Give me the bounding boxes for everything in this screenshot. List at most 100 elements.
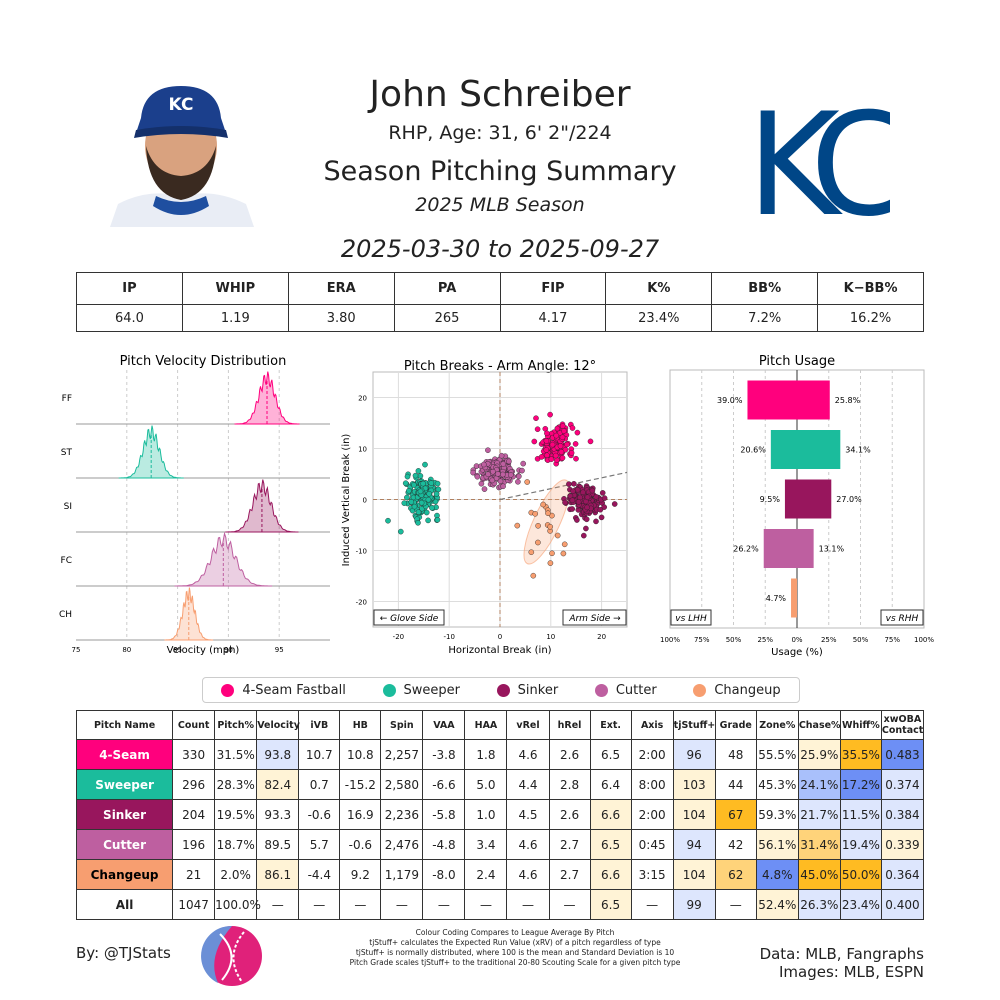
break-point-ST <box>404 473 411 480</box>
pitch-table-cell: 4.4 <box>506 769 550 800</box>
break-point-FC <box>500 483 506 490</box>
breaks-y-tick: 0 <box>363 497 367 505</box>
pitch-table-cell: 204 <box>172 799 216 830</box>
tjstats-logo <box>201 925 262 986</box>
break-point-ST <box>417 488 424 495</box>
pitch-table-cell: 2.6 <box>548 799 591 830</box>
pitch-table-header: tjStuff+ <box>672 710 716 740</box>
usage-label-lhh: 39.0% <box>717 396 743 405</box>
pitch-name-cell: 4-Seam <box>75 739 174 770</box>
breaks-y-tick: 20 <box>358 395 367 403</box>
legend-label: Sweeper <box>403 682 461 698</box>
images-source: Images: MLB, ESPN <box>778 963 924 981</box>
break-point-FF <box>543 438 550 444</box>
break-point-CH <box>561 541 568 548</box>
player-headshot: KC <box>108 84 255 227</box>
break-point-CH <box>535 539 541 546</box>
break-point-FC <box>500 461 507 467</box>
pitch-table-cell: -3.8 <box>422 739 466 770</box>
break-point-FF <box>548 456 555 462</box>
velocity-pitch-label: ST <box>61 448 73 458</box>
legend-item: Changeup <box>693 683 781 698</box>
pitch-table-row: All 1047 100.0% — — — — — — — —6.5—99—52.4% 26.3% 23… <box>75 889 925 920</box>
player-name: John Schreiber <box>369 74 631 115</box>
break-point-CH <box>560 550 567 557</box>
pitch-table-cell: 42 <box>714 829 757 860</box>
pitch-table-cell: 4.8% <box>755 859 799 890</box>
pitch-table-cell: 296 <box>172 769 216 800</box>
break-point-FF <box>538 454 545 460</box>
break-point-FF <box>587 438 594 445</box>
break-point-SI <box>589 487 596 494</box>
break-point-SI <box>611 501 618 507</box>
stat-header: PA <box>393 272 501 305</box>
break-point-CH <box>535 522 541 529</box>
break-point-ST <box>429 504 435 511</box>
break-point-FC <box>490 468 496 475</box>
break-point-SI <box>562 499 568 506</box>
pitch-table-cell: 10.8 <box>339 739 382 770</box>
stat-header: K% <box>605 272 713 305</box>
break-point-FF <box>559 455 566 461</box>
break-point-SI <box>580 489 586 496</box>
pitch-table-cell: 104 <box>672 859 716 890</box>
breaks-x-tick: -10 <box>443 633 454 641</box>
pitch-table-cell: — <box>422 889 466 920</box>
break-point-ST <box>434 480 441 487</box>
pitch-table-cell: 19.5% <box>214 799 258 830</box>
break-point-SI <box>583 516 590 523</box>
pitch-usage-chart: Pitch Usage Usage (%) 39.0% 25.8% 20.6% 34.… <box>660 354 934 658</box>
season-stat-table: IP WHIP ERA PA FIP K% BB% K−BB% 64.0 1.1… <box>76 272 924 332</box>
break-point-CH <box>549 550 555 557</box>
pitch-name-cell: All <box>75 889 174 920</box>
pitch-table-cell: 196 <box>172 829 216 860</box>
vs-rhh-label: vs RHH <box>886 614 919 624</box>
pitch-table-cell: 0:45 <box>630 829 674 860</box>
break-point-FF <box>564 441 570 448</box>
breaks-x-tick: -20 <box>393 633 404 641</box>
break-point-ST <box>411 482 417 488</box>
breaks-x-tick: 10 <box>546 633 555 641</box>
break-point-FC <box>478 480 485 487</box>
velocity-x-tick: 75 <box>72 646 81 654</box>
usage-bar-lhh-ST <box>770 430 797 469</box>
pitch-name-cell: Sinker <box>75 799 174 830</box>
vs-lhh-label: vs LHH <box>675 614 707 624</box>
breaks-y-tick: 10 <box>358 446 367 454</box>
break-point-FC <box>481 486 488 492</box>
pitch-table-cell: 94 <box>672 829 716 860</box>
pitch-table-cell: 59.3% <box>755 799 799 830</box>
pitch-table-cell: 5.0 <box>464 769 508 800</box>
break-point-FF <box>544 452 550 459</box>
usage-x-tick: 100% <box>914 636 934 644</box>
data-source: Data: MLB, Fangraphs <box>759 945 924 963</box>
usage-bar-rhh-FF <box>797 380 830 420</box>
summary-title: Season Pitching Summary <box>323 156 677 187</box>
pitch-table-cell: 93.3 <box>256 799 300 830</box>
velocity-distribution-chart: Pitch Velocity Distribution Velocity (mp… <box>59 354 330 656</box>
pitch-table-cell: 4.5 <box>506 799 550 830</box>
pitch-table-cell: 45.3% <box>755 769 799 800</box>
pitch-table-cell: -8.0 <box>422 859 466 890</box>
pitch-table-cell: 6.5 <box>589 739 632 770</box>
pitch-table-cell: 2.0% <box>214 859 258 890</box>
usage-chart-title: Pitch Usage <box>759 354 835 369</box>
legend-dot <box>221 683 235 697</box>
pitch-table-cell: 330 <box>172 739 216 770</box>
pitch-table-cell: — <box>714 889 757 920</box>
legend-dot <box>594 683 608 697</box>
usage-bar-rhh-SI <box>797 479 832 519</box>
break-point-SI <box>574 486 581 493</box>
usage-bar-rhh-ST <box>797 430 841 469</box>
break-point-ST <box>426 490 432 497</box>
pitch-table-cell: — <box>339 889 382 920</box>
pitch-table-cell: — <box>256 889 300 920</box>
pitch-table-cell: 6.5 <box>589 829 632 860</box>
pitch-table-cell: 104 <box>672 799 716 830</box>
season-label: 2025 MLB Season <box>415 194 585 216</box>
pitch-table-header: HAA <box>464 710 508 740</box>
pitch-table-cell: 19.4% <box>839 829 882 860</box>
pitch-table-row: Cutter 196 18.7% 89.5 5.7 -0.6 2,476 -4.8 3.4 4.6… <box>75 829 925 860</box>
pitch-table-cell: 1047 <box>172 889 216 920</box>
velocity-x-label: Velocity (mph) <box>167 645 240 656</box>
